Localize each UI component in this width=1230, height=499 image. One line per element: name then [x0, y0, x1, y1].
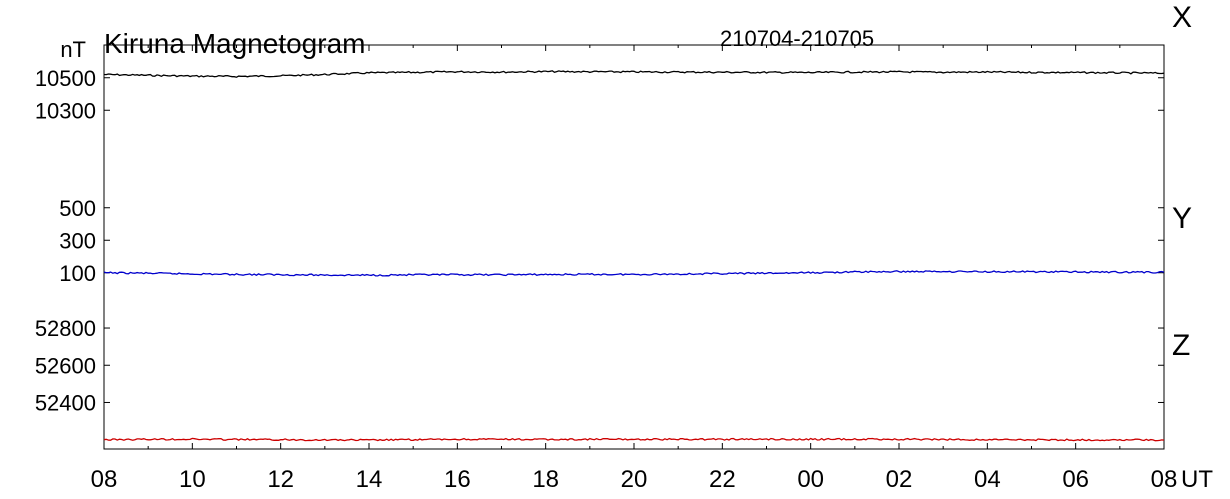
y-tick-labels: 10500 10300 500 300 100 52800 52600 52400: [35, 66, 96, 416]
x-tick-label: 08: [1151, 466, 1178, 493]
x-tick-label: 20: [621, 466, 648, 493]
y-tick-label-z: 52800: [35, 316, 96, 341]
x-tick-labels: 08 10 12 14 16 18 20 22 00 02 04 06 08: [91, 466, 1178, 493]
y-tick-label-x: 10500: [35, 66, 96, 91]
plot-frame: [103, 44, 1165, 450]
y-tick-label-y: 500: [59, 196, 96, 221]
x-tick-label: 16: [444, 466, 471, 493]
component-label-x: X: [1172, 1, 1192, 34]
x-unit-label: UT: [1181, 466, 1213, 493]
x-tick-label: 14: [356, 466, 383, 493]
y-tick-label-y: 100: [59, 261, 96, 286]
trace-y: [103, 270, 1165, 277]
y-tick-label-z: 52400: [35, 390, 96, 415]
y-tick-label-z: 52600: [35, 353, 96, 378]
trace-z: [103, 437, 1165, 442]
y-unit-label: nT: [60, 37, 86, 62]
trace-x: [103, 70, 1165, 78]
x-tick-label: 04: [974, 466, 1001, 493]
x-tick-label: 06: [1062, 466, 1089, 493]
component-label-y: Y: [1172, 202, 1192, 235]
date-range-label: 210704-210705: [720, 26, 874, 51]
y-tick-label-y: 300: [59, 228, 96, 253]
x-tick-label: 02: [886, 466, 913, 493]
x-tick-label: 18: [532, 466, 559, 493]
series-traces: [103, 70, 1165, 442]
component-label-z: Z: [1172, 329, 1190, 362]
component-labels: X Y Z: [1172, 1, 1192, 362]
x-tick-label: 10: [179, 466, 206, 493]
x-tick-label: 12: [267, 466, 294, 493]
chart-title: Kiruna Magnetogram: [104, 28, 365, 59]
y-tick-label-x: 10300: [35, 98, 96, 123]
axis-ticks: [103, 45, 1165, 449]
x-tick-label: 00: [797, 466, 824, 493]
x-tick-label: 08: [91, 466, 118, 493]
x-tick-label: 22: [709, 466, 736, 493]
